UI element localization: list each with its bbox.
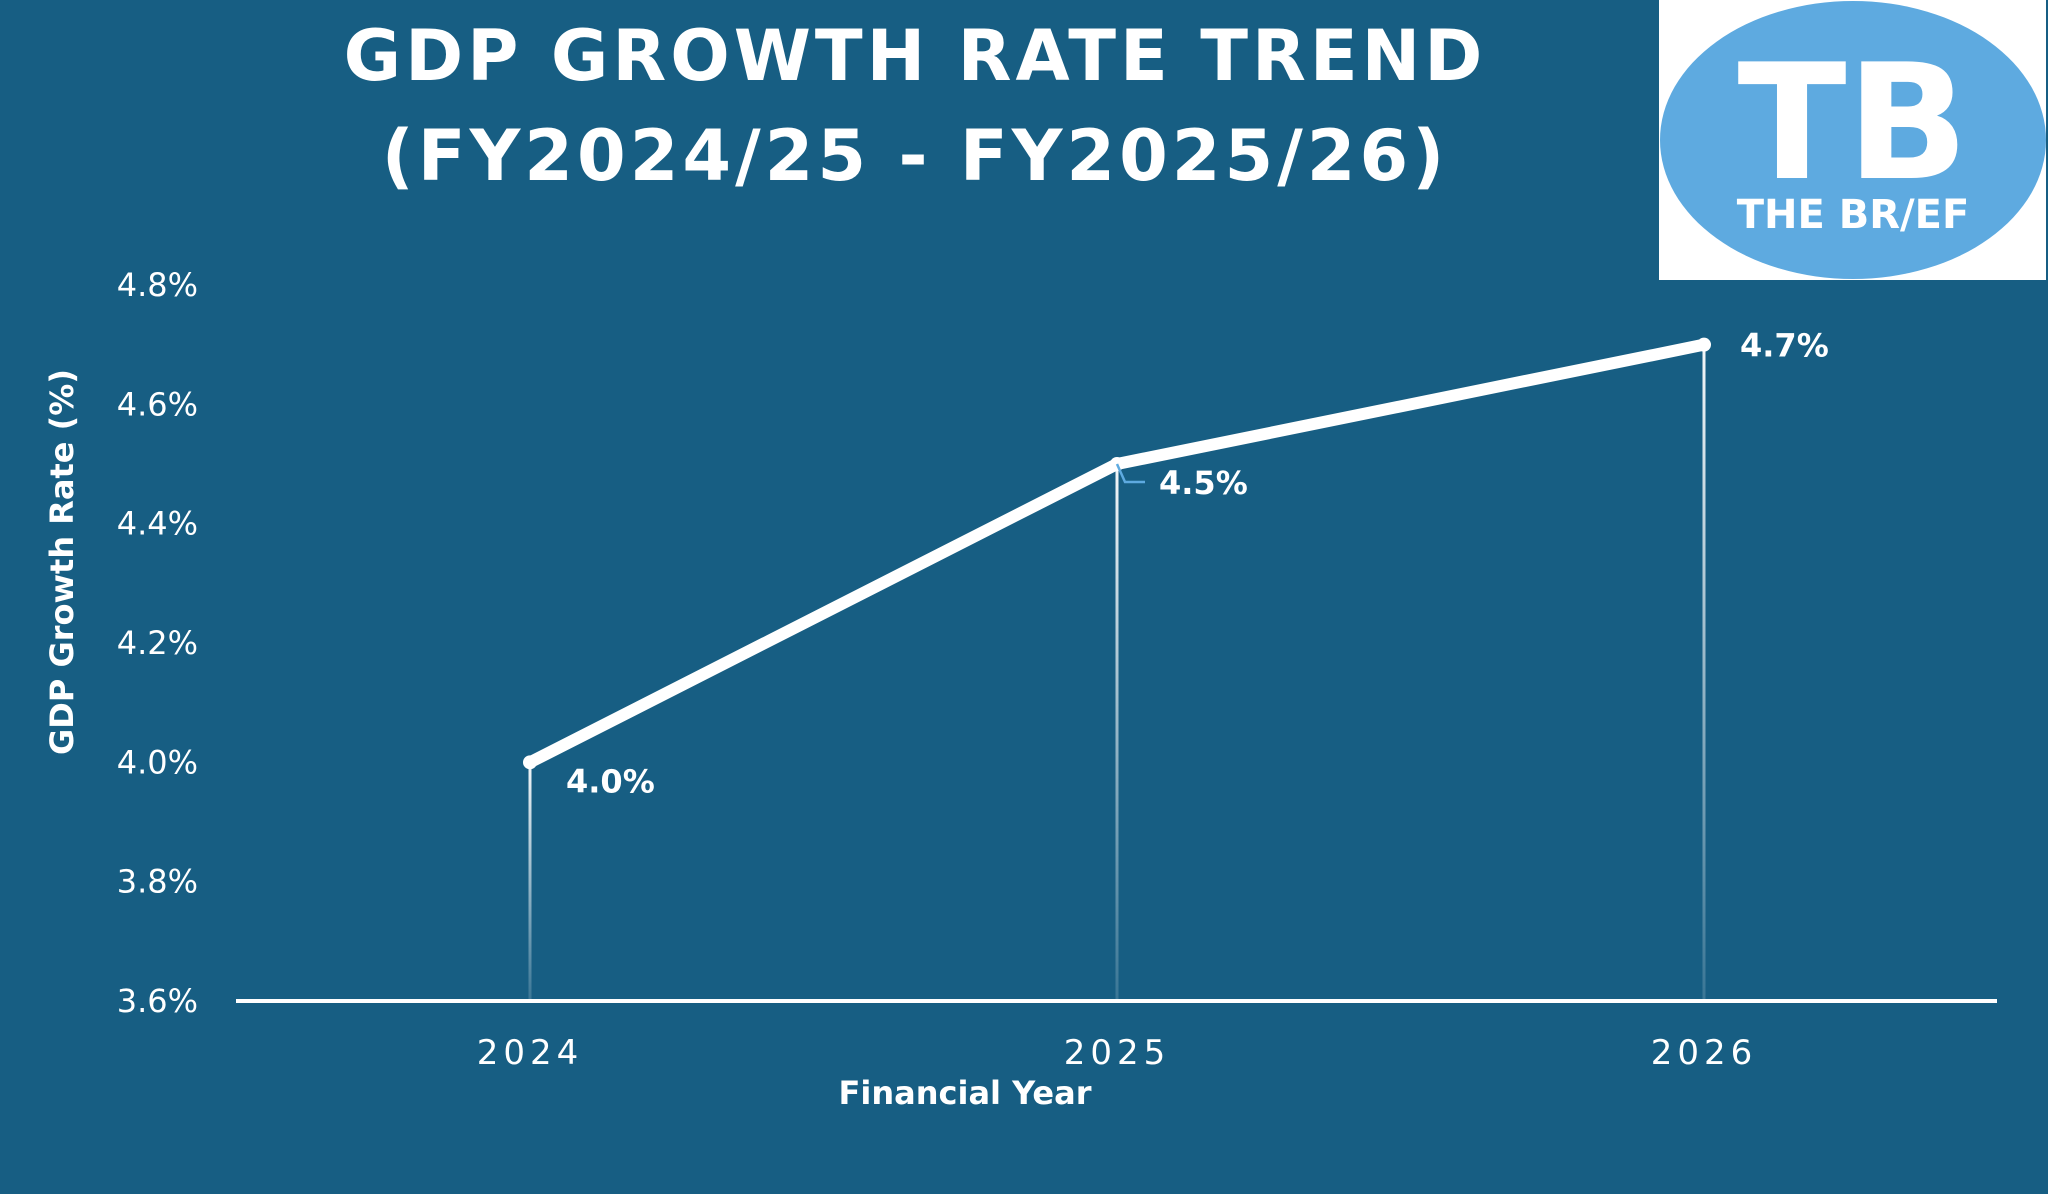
x-tick-label: 2026 [1651,1033,1758,1073]
drop-line [1115,464,1119,1001]
logo-ellipse [1660,1,2046,279]
brand-logo: TB THE BR/EF [1659,0,2046,280]
data-label: 4.7% [1740,327,1829,365]
x-tick-label: 2024 [477,1033,584,1073]
data-labels: 4.0% 4.5% 4.7% [566,327,1829,801]
y-axis-ticks: 3.6% 3.8% 4.0% 4.2% 4.4% 4.6% 4.8% [117,266,198,1020]
data-point [1697,337,1711,352]
chart-title-line-1: GDP GROWTH RATE TREND [344,15,1487,97]
drop-lines [528,344,1706,1002]
drop-line [528,762,532,1001]
data-label-leader [1115,463,1145,484]
logo-name: THE BR/EF [1737,192,1970,238]
y-tick-label: 3.8% [117,863,198,901]
drop-line [1702,344,1706,1002]
y-tick-label: 4.6% [117,385,198,423]
y-axis-title: GDP Growth Rate (%) [43,369,81,755]
y-tick-label: 4.2% [117,624,198,662]
y-tick-label: 3.6% [117,982,198,1020]
data-point [523,755,537,770]
x-axis-title: Financial Year [839,1074,1092,1112]
data-label: 4.5% [1159,464,1248,502]
x-tick-label: 2025 [1064,1033,1171,1073]
logo-monogram: TB [1737,29,1968,216]
y-tick-label: 4.8% [117,266,198,304]
data-label: 4.0% [566,762,655,800]
y-tick-label: 4.4% [117,505,198,543]
x-axis-ticks: 2024 2025 2026 [477,1033,1758,1073]
y-tick-label: 4.0% [117,743,198,781]
chart-title-line-2: (FY2024/25 - FY2025/26) [382,115,1448,197]
